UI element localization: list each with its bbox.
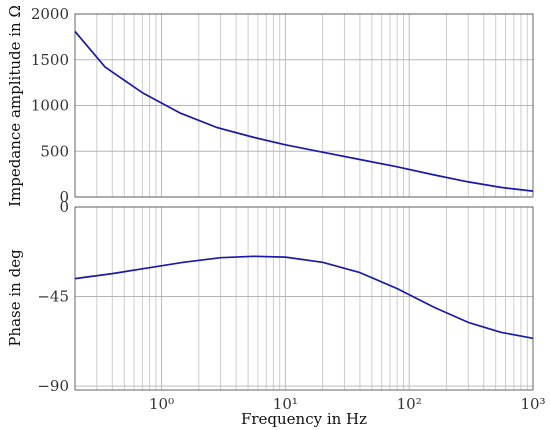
top-panel-frame — [74, 13, 534, 198]
x-tick-label: 10² — [397, 395, 422, 413]
y-tick-label: 0 — [59, 188, 69, 206]
top-panel-y-ticks: 0 500 1000 1500 2000 — [31, 5, 69, 206]
x-tick-labels: 10⁰ 10¹ 10² 10³ — [149, 395, 546, 413]
y-tick-label: 1000 — [31, 97, 69, 115]
y-tick-label: 2000 — [31, 5, 69, 23]
y-tick-label: −90 — [37, 377, 69, 395]
top-y-axis-label: Impedance amplitude in Ω — [6, 5, 24, 207]
series-line — [74, 30, 534, 192]
bottom-panel-series — [74, 255, 534, 340]
y-tick-label: −45 — [37, 288, 69, 306]
top-panel-grid — [75, 13, 533, 198]
series-line — [74, 255, 534, 340]
y-tick-label: 500 — [40, 142, 69, 160]
x-tick-label: 10¹ — [273, 395, 298, 413]
x-axis-label: Frequency in Hz — [241, 410, 367, 428]
x-tick-label: 10³ — [520, 395, 545, 413]
x-tick-label: 10⁰ — [149, 395, 174, 413]
bottom-panel-y-ticks: 0 −45 −90 — [37, 198, 69, 395]
y-tick-label: 1500 — [31, 51, 69, 69]
bottom-panel-frame — [74, 206, 534, 391]
bottom-panel-grid — [75, 206, 533, 390]
y-tick-label: 0 — [59, 198, 69, 216]
bottom-y-axis-label: Phase in deg — [6, 249, 24, 347]
top-panel-series — [74, 30, 534, 192]
